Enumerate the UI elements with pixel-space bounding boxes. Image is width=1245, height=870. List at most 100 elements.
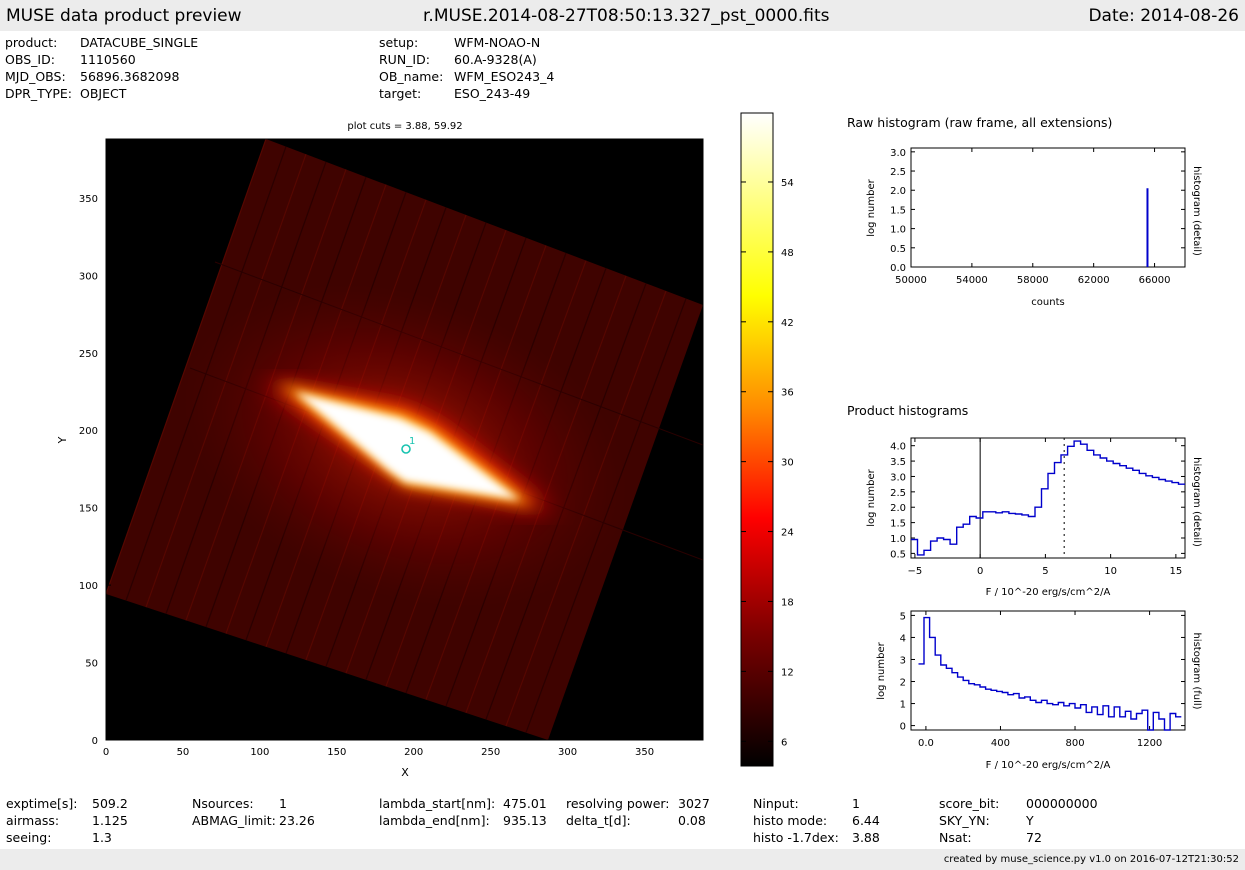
stat-value: 1 bbox=[852, 796, 860, 811]
detail-hist-curve bbox=[911, 438, 1185, 558]
y-tick-label: 2.5 bbox=[890, 488, 906, 499]
image-x-tick-label: 300 bbox=[558, 747, 577, 758]
colorbar-tick-label: 12 bbox=[781, 667, 794, 678]
full-hist-axes: 0.0 400 800 1200 0 1 2 3 4 5 bbox=[900, 611, 1185, 749]
x-tick-label: 62000 bbox=[1078, 275, 1110, 286]
info-label: product: bbox=[5, 35, 58, 50]
stat-label: seeing: bbox=[6, 830, 52, 845]
stat-label: SKY_YN: bbox=[939, 813, 990, 828]
y-tick-label: 5 bbox=[900, 611, 906, 622]
colorbar-tick-label: 42 bbox=[781, 318, 794, 329]
image-y-tick-label: 100 bbox=[79, 581, 98, 592]
y-tick-label: 2 bbox=[900, 678, 906, 689]
y-tick-label: 1.5 bbox=[890, 519, 906, 530]
detail-histogram-panel: −5 0 5 10 15 0.5 1.0 1.5 2.0 2.5 3.0 3.5 4.0 F / 10^… bbox=[866, 437, 1202, 598]
x-tick-label: 10 bbox=[1104, 566, 1117, 577]
full-hist-frame bbox=[910, 610, 1186, 731]
y-tick-label: 3.0 bbox=[890, 472, 906, 483]
image-y-tick-label: 250 bbox=[79, 349, 98, 360]
x-tick-label: 0 bbox=[977, 566, 983, 577]
info-value: 1110560 bbox=[80, 52, 136, 67]
stat-value: 475.01 bbox=[503, 796, 547, 811]
stat-label: lambda_end[nm]: bbox=[379, 813, 490, 828]
info-value: DATACUBE_SINGLE bbox=[80, 35, 199, 50]
x-tick-label: 66000 bbox=[1139, 275, 1171, 286]
raw-hist-title: Raw histogram (raw frame, all extensions… bbox=[847, 115, 1112, 130]
info-label: MJD_OBS: bbox=[5, 69, 66, 84]
info-label: OBS_ID: bbox=[5, 52, 55, 67]
stat-value: 3027 bbox=[678, 796, 710, 811]
image-x-tick-label: 350 bbox=[635, 747, 654, 758]
x-tick-label: 15 bbox=[1169, 566, 1182, 577]
image-x-tick-label: 150 bbox=[327, 747, 346, 758]
stat-value: 6.44 bbox=[852, 813, 880, 828]
image-y-tick-label: 50 bbox=[85, 659, 98, 670]
raw-histogram-panel: Raw histogram (raw frame, all extensions… bbox=[847, 115, 1202, 308]
raw-hist-frame bbox=[910, 147, 1186, 268]
info-label: RUN_ID: bbox=[379, 52, 430, 67]
image-x-axis: 0 50 100 150 200 250 300 350 bbox=[103, 735, 654, 758]
stat-label: histo mode: bbox=[753, 813, 828, 828]
image-x-tick-label: 250 bbox=[481, 747, 500, 758]
y-tick-label: 2.0 bbox=[890, 503, 906, 514]
stat-value: 1.3 bbox=[92, 830, 112, 845]
y-tick-label: 3.5 bbox=[890, 457, 906, 468]
info-value: WFM-NOAO-N bbox=[454, 35, 541, 50]
x-tick-label: 1200 bbox=[1137, 738, 1162, 749]
detail-hist-y-label: log number bbox=[866, 468, 877, 526]
y-tick-label: 4 bbox=[900, 633, 906, 644]
stat-label: ABMAG_limit: bbox=[192, 813, 276, 828]
stat-label: airmass: bbox=[6, 813, 60, 828]
raw-hist-x-label: counts bbox=[1031, 297, 1064, 308]
info-label: DPR_TYPE: bbox=[5, 86, 73, 101]
x-tick-label: 50000 bbox=[895, 275, 927, 286]
stat-label: resolving power: bbox=[566, 796, 670, 811]
stat-value: 0.08 bbox=[678, 813, 706, 828]
detail-hist-x-label: F / 10^-20 erg/s/cm^2/A bbox=[986, 587, 1111, 598]
image-y-tick-label: 200 bbox=[79, 426, 98, 437]
x-tick-label: 800 bbox=[1065, 738, 1084, 749]
info-value: 56896.3682098 bbox=[80, 69, 180, 84]
footer-text: created by muse_science.py v1.0 on 2016-… bbox=[943, 854, 1239, 865]
colorbar: 54 48 42 36 30 24 18 12 6 bbox=[740, 112, 794, 767]
image-frame bbox=[105, 138, 704, 741]
colorbar-tick-label: 18 bbox=[781, 597, 794, 608]
x-tick-label: 5 bbox=[1042, 566, 1048, 577]
image-x-tick-label: 100 bbox=[250, 747, 269, 758]
full-histogram-panel: 0.0 400 800 1200 0 1 2 3 4 5 F / 10^-20 erg/s/cm^… bbox=[876, 610, 1202, 771]
y-tick-label: 2.5 bbox=[890, 167, 906, 178]
image-y-tick-label: 150 bbox=[79, 504, 98, 515]
image-x-tick-label: 200 bbox=[404, 747, 423, 758]
image-panel: 1 plot cuts = 3.88, 59.92 0 50 100 150 200 25… bbox=[56, 121, 704, 779]
full-hist-x-label: F / 10^-20 erg/s/cm^2/A bbox=[986, 760, 1111, 771]
y-tick-label: 0.0 bbox=[890, 263, 906, 274]
full-hist-line bbox=[918, 616, 1182, 731]
y-tick-label: 1.5 bbox=[890, 205, 906, 216]
info-label: OB_name: bbox=[379, 69, 444, 84]
full-hist-y-label: log number bbox=[876, 641, 887, 699]
stat-label: delta_t[d]: bbox=[566, 813, 631, 828]
y-tick-label: 0 bbox=[900, 722, 906, 733]
x-tick-label: −5 bbox=[908, 566, 923, 577]
detail-hist-right-label: histogram (detail) bbox=[1191, 457, 1202, 547]
product-hist-title: Product histograms bbox=[847, 403, 968, 418]
detail-hist-line bbox=[911, 440, 1185, 556]
info-value: OBJECT bbox=[80, 86, 127, 101]
colorbar-tick-label: 24 bbox=[781, 528, 794, 539]
header-bar bbox=[0, 0, 1245, 31]
stat-label: lambda_start[nm]: bbox=[379, 796, 496, 811]
colorbar-tick-label: 6 bbox=[781, 737, 787, 748]
slice-boundary bbox=[106, 139, 267, 595]
info-label: setup: bbox=[379, 35, 419, 50]
raw-hist-axes: 50000 54000 58000 62000 66000 0.0 0.5 1.0 1.5 2.0… bbox=[890, 148, 1185, 286]
stat-label: histo -1.7dex: bbox=[753, 830, 839, 845]
y-tick-label: 1.0 bbox=[890, 534, 906, 545]
detail-hist-axes: −5 0 5 10 15 0.5 1.0 1.5 2.0 2.5 3.0 3.5 4.0 bbox=[890, 438, 1185, 577]
y-tick-label: 1 bbox=[900, 700, 906, 711]
info-label: target: bbox=[379, 86, 422, 101]
image-y-axis: 0 50 100 150 200 250 300 350 bbox=[79, 194, 111, 747]
image-y-label: Y bbox=[56, 436, 69, 444]
stat-label: exptime[s]: bbox=[6, 796, 78, 811]
y-tick-label: 2.0 bbox=[890, 186, 906, 197]
image-title: plot cuts = 3.88, 59.92 bbox=[347, 121, 462, 132]
